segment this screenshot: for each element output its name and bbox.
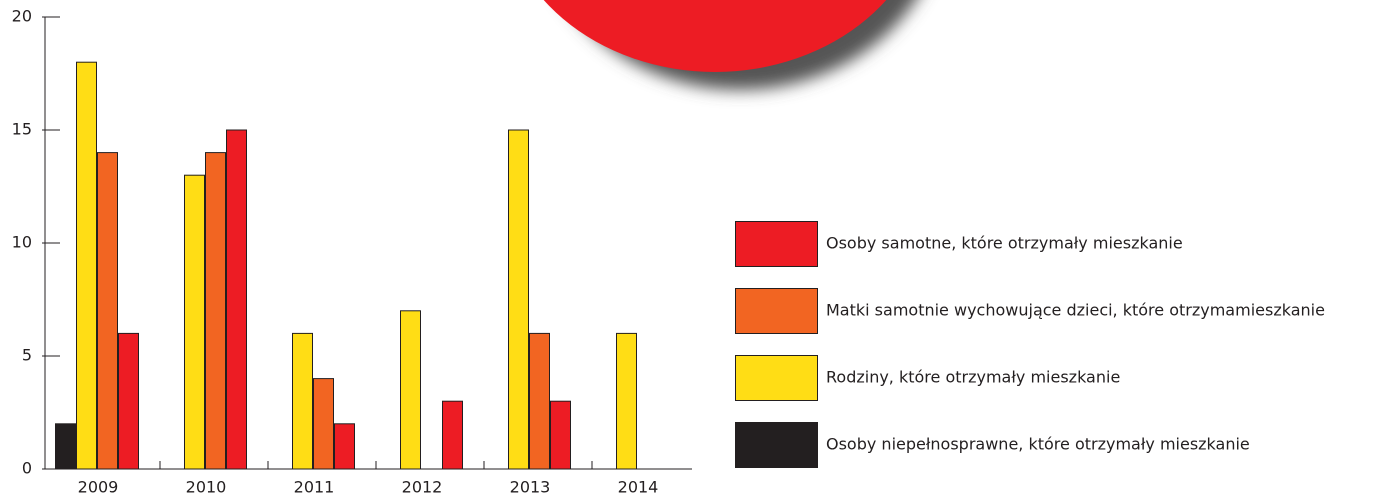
bar [313, 378, 334, 470]
decoration-circle [543, 0, 887, 72]
bar [529, 332, 550, 470]
legend-swatch [735, 422, 818, 468]
bar [97, 152, 118, 470]
bar [508, 129, 529, 470]
bar [205, 152, 226, 470]
legend-label: Osoby niepełnosprawne, które otrzymały m… [826, 435, 1250, 454]
x-tick-label: 2013 [510, 478, 551, 497]
bar [400, 310, 421, 470]
bar [184, 174, 205, 470]
legend-swatch [735, 221, 818, 267]
x-tick-label: 2012 [402, 478, 443, 497]
y-tick-label: 0 [22, 459, 32, 478]
bar [226, 129, 247, 470]
legend-label: Osoby samotne, które otrzymały mieszkani… [826, 234, 1183, 253]
bar [616, 332, 637, 470]
y-tick-label: 5 [22, 346, 32, 365]
legend-label: Matki samotnie wychowujące dzieci, które… [826, 301, 1325, 320]
x-tick-label: 2011 [294, 478, 335, 497]
y-tick-label: 20 [12, 7, 32, 26]
legend-label: Rodziny, które otrzymały mieszkanie [826, 368, 1120, 387]
x-tick-label: 2010 [186, 478, 227, 497]
bar [55, 423, 76, 470]
legend-swatch [735, 355, 818, 401]
bar [550, 400, 571, 470]
y-tick-label: 10 [12, 233, 32, 252]
bar [442, 400, 463, 470]
bar [292, 332, 313, 470]
x-tick-label: 2009 [78, 478, 119, 497]
bar [118, 332, 139, 470]
bar [334, 423, 355, 470]
y-tick-label: 15 [12, 120, 32, 139]
x-tick-label: 2014 [618, 478, 659, 497]
legend-swatch [735, 288, 818, 334]
bar [76, 61, 97, 470]
